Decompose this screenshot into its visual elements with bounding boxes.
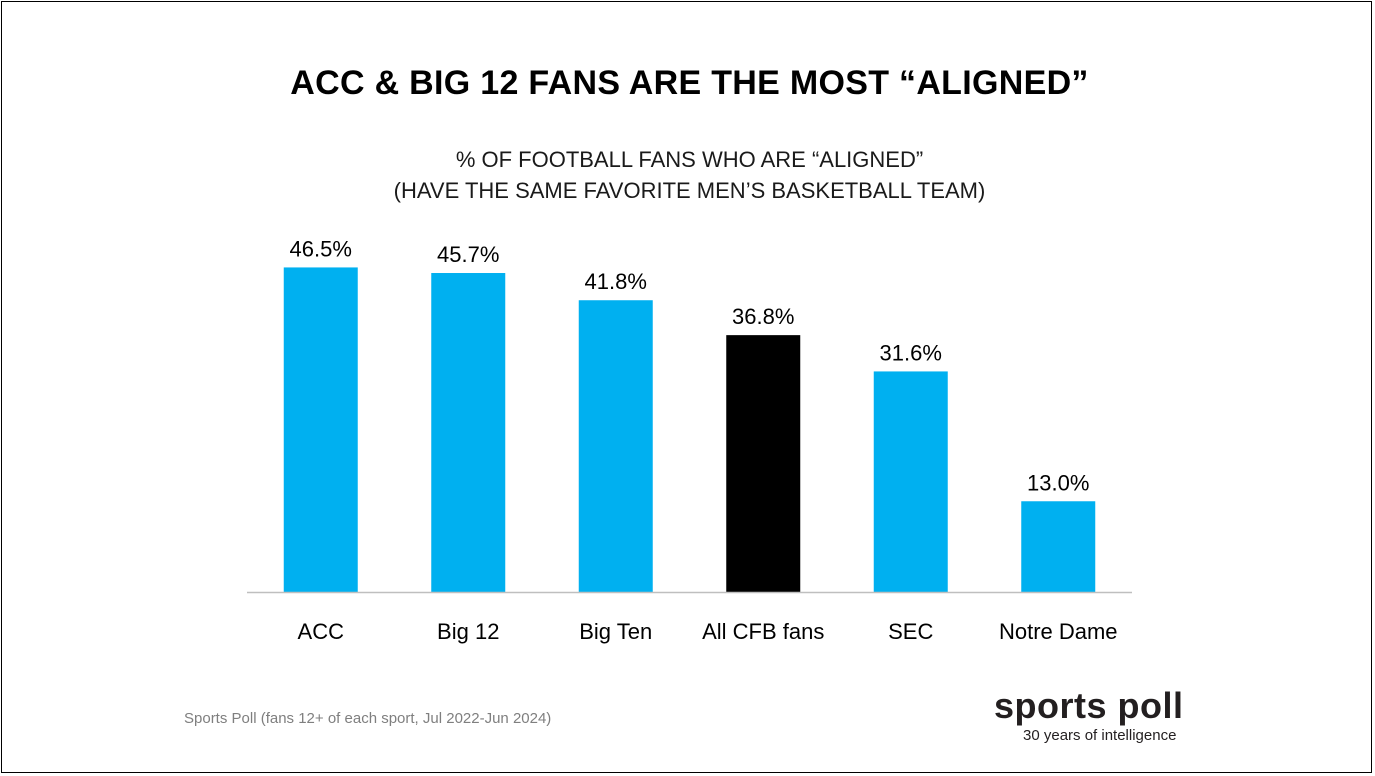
data-label: 45.7% <box>437 242 499 267</box>
bar-acc <box>283 267 358 592</box>
chart-subtitle-line-1: % OF FOOTBALL FANS WHO ARE “ALIGNED” <box>455 147 924 172</box>
data-label: 31.6% <box>880 340 942 365</box>
bar-sec <box>873 371 948 592</box>
data-label: 46.5% <box>290 236 352 261</box>
chart-title: ACC & BIG 12 FANS ARE THE MOST “ALIGNED” <box>290 64 1089 102</box>
x-tick-label: ACC <box>298 619 345 644</box>
x-tick-label: Notre Dame <box>999 619 1118 644</box>
source-note: Sports Poll (fans 12+ of each sport, Jul… <box>184 710 552 727</box>
bar-big-ten <box>578 300 653 592</box>
data-label: 13.0% <box>1027 470 1089 495</box>
bar-big-12 <box>431 273 506 592</box>
logo-tagline: 30 years of intelligence <box>1023 727 1177 744</box>
chart-subtitle-line-2: (HAVE THE SAME FAVORITE MEN’S BASKETBALL… <box>393 178 986 203</box>
data-label: 41.8% <box>585 269 647 294</box>
data-label: 36.8% <box>732 304 794 329</box>
bar-chart: 46.5% ACC 45.7% Big 12 41.8% Big Ten 36.8% All … <box>247 236 1132 644</box>
x-tick-label: All CFB fans <box>702 619 824 644</box>
sports-poll-logo: sports poll 30 years of intelligence <box>992 686 1207 746</box>
x-tick-label: Big 12 <box>437 619 499 644</box>
x-tick-label: SEC <box>888 619 933 644</box>
bar-all-cfb-fans <box>726 335 801 592</box>
logo-wordmark: sports poll <box>994 685 1184 726</box>
bar-notre-dame <box>1021 501 1096 592</box>
x-tick-label: Big Ten <box>579 619 652 644</box>
